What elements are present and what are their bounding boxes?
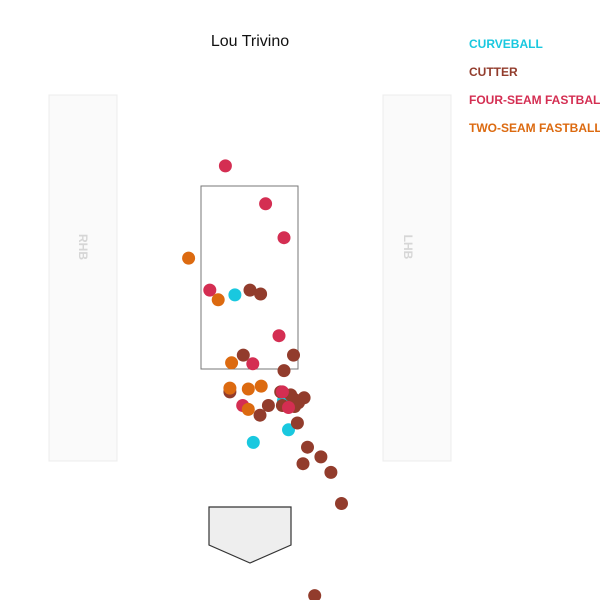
pitch-point-two-seam-fastball-4 xyxy=(223,382,236,395)
pitch-point-cutter-17 xyxy=(301,441,314,454)
pitch-point-cutter-2 xyxy=(254,288,267,301)
pitch-point-cutter-15 xyxy=(254,409,267,422)
home-plate xyxy=(209,507,291,563)
pitch-point-four-seam-fastball-5 xyxy=(273,329,286,342)
pitch-point-cutter-5 xyxy=(287,349,300,362)
legend: CURVEBALL CUTTER FOUR-SEAM FASTBALL TWO-… xyxy=(469,36,599,148)
legend-item-cutter: CUTTER xyxy=(469,64,599,92)
pitch-point-cutter-21 xyxy=(335,497,348,510)
chart-title: Lou Trivino xyxy=(150,33,350,51)
pitch-point-four-seam-fastball-9 xyxy=(282,401,295,414)
pitch-point-two-seam-fastball-3 xyxy=(225,356,238,369)
pitch-point-curveball-1 xyxy=(228,288,241,301)
rhb-box-label: RHB xyxy=(76,234,90,260)
lhb-box-label: LHB xyxy=(401,235,415,260)
pitch-point-two-seam-fastball-1 xyxy=(182,252,195,265)
pitch-point-cutter-16 xyxy=(291,417,304,430)
pitch-point-two-seam-fastball-5 xyxy=(242,383,255,396)
pitch-point-two-seam-fastball-6 xyxy=(255,380,268,393)
pitch-point-cutter-22 xyxy=(308,589,321,600)
lhb-batter-box xyxy=(383,95,451,461)
pitch-point-cutter-4 xyxy=(278,364,291,377)
pitch-point-two-seam-fastball-7 xyxy=(242,403,255,416)
legend-item-curveball: CURVEBALL xyxy=(469,36,599,64)
pitch-point-four-seam-fastball-2 xyxy=(259,197,272,210)
strike-zone xyxy=(201,186,298,369)
pitch-point-cutter-18 xyxy=(314,450,327,463)
pitch-point-cutter-19 xyxy=(297,457,310,470)
pitch-point-four-seam-fastball-6 xyxy=(246,357,259,370)
pitch-point-cutter-20 xyxy=(324,466,337,479)
legend-item-four-seam-fastball: FOUR-SEAM FASTBALL xyxy=(469,92,599,120)
pitch-point-four-seam-fastball-7 xyxy=(276,385,289,398)
pitch-point-two-seam-fastball-2 xyxy=(212,293,225,306)
rhb-batter-box xyxy=(49,95,117,461)
pitch-point-four-seam-fastball-1 xyxy=(219,159,232,172)
pitch-point-four-seam-fastball-3 xyxy=(278,231,291,244)
legend-item-two-seam-fastball: TWO-SEAM FASTBALL xyxy=(469,120,599,148)
pitch-point-curveball-4 xyxy=(247,436,260,449)
